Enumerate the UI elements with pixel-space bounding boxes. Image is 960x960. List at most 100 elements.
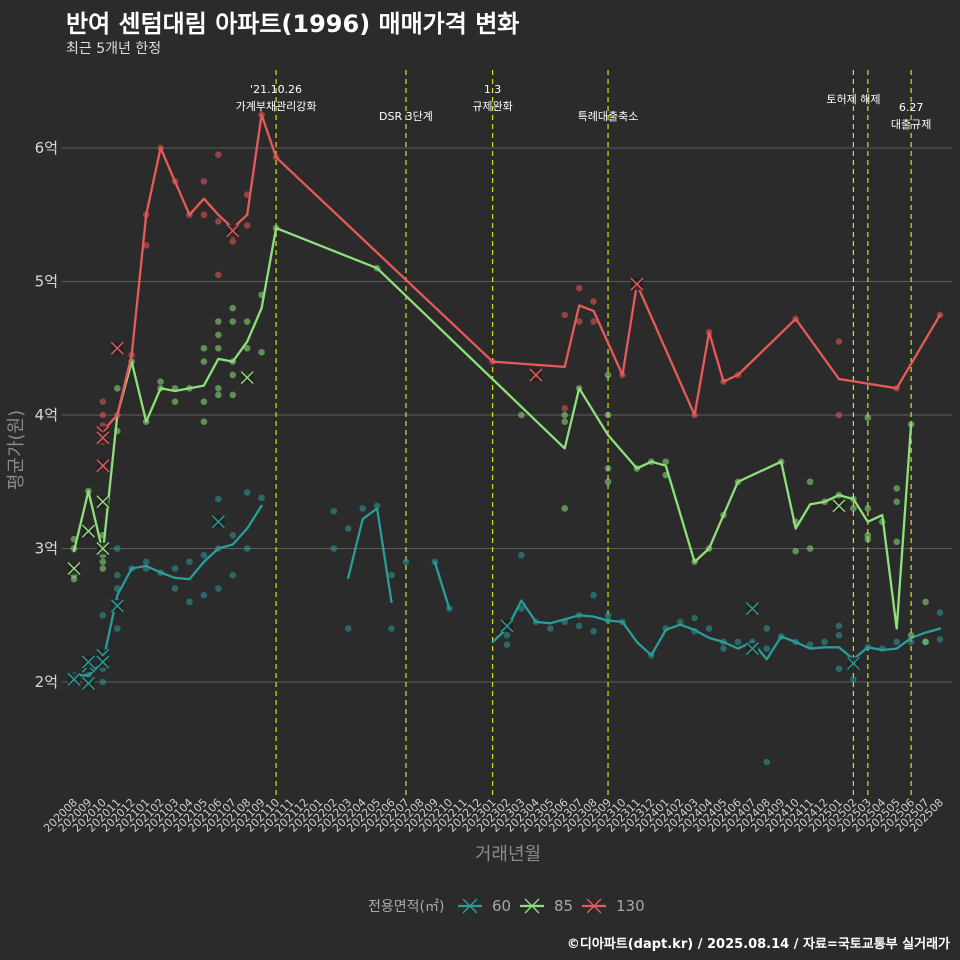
data-point (186, 558, 193, 566)
data-point (186, 598, 193, 606)
legend-label: 60 (492, 897, 511, 915)
event-label: 토허제 해제 (826, 92, 880, 106)
data-point (590, 591, 597, 599)
y-axis-label: 평균가(원) (6, 410, 27, 490)
cross-stroke (96, 542, 110, 555)
event-label: 1.3 (484, 83, 502, 96)
data-point (720, 645, 727, 652)
data-point (561, 311, 569, 319)
cross-stroke (846, 656, 860, 670)
chart-subtitle: 최근 5개년 한정 (66, 41, 162, 57)
data-point (171, 565, 179, 572)
cross-stroke (96, 431, 110, 445)
y-tick-label: 4억 (35, 406, 58, 424)
data-point (258, 348, 265, 356)
data-point (215, 385, 222, 392)
data-point (114, 545, 121, 552)
cross-stroke (67, 672, 81, 686)
data-point (229, 571, 237, 579)
data-point (936, 609, 944, 616)
series-60 (67, 489, 944, 766)
cross-marker (745, 642, 759, 656)
data-point (171, 585, 179, 592)
data-point (590, 318, 597, 325)
cross-stroke (81, 655, 95, 669)
data-point (835, 665, 843, 672)
event-label: 가계부채관리강화 (236, 100, 317, 113)
data-point (662, 458, 670, 466)
data-point (936, 635, 944, 643)
cross-marker (96, 459, 110, 473)
cross-marker (226, 224, 240, 238)
data-point (402, 558, 410, 566)
data-point (763, 645, 771, 652)
cross-stroke (586, 898, 602, 914)
legend-label: 130 (616, 897, 645, 915)
cross-stroke (462, 898, 478, 914)
data-point (850, 505, 857, 512)
cross-stroke (529, 368, 543, 382)
cross-stroke (81, 676, 95, 690)
data-point (243, 344, 251, 352)
data-point (229, 371, 237, 379)
chart-title: 반여 센텀대림 아파트(1996) 매매가격 변화 (66, 10, 520, 38)
cross-marker (524, 898, 540, 914)
data-point (229, 318, 237, 325)
data-point (258, 494, 265, 502)
event-label: 규제완화 (472, 100, 512, 113)
data-point (763, 625, 771, 632)
data-point (229, 531, 237, 539)
cross-marker (67, 672, 81, 686)
data-point (922, 638, 929, 646)
data-point (200, 418, 208, 425)
data-point (243, 318, 251, 325)
data-point (99, 611, 107, 619)
cross-marker (846, 656, 860, 670)
event-label: 6.27 (899, 101, 924, 114)
y-tick-label: 2억 (35, 673, 58, 691)
data-point (518, 411, 525, 419)
data-point (503, 631, 511, 639)
data-point (114, 571, 121, 579)
cross-stroke (226, 224, 240, 238)
legend: 전용면적(㎡) 60 85 130 (368, 897, 645, 915)
data-point (229, 391, 237, 399)
cross-stroke (81, 524, 95, 538)
legend-title: 전용면적(㎡) (368, 899, 444, 915)
data-point (114, 625, 121, 632)
data-point (893, 538, 900, 546)
y-tick-label: 6억 (35, 139, 58, 157)
data-point (229, 304, 237, 312)
data-point (200, 398, 208, 405)
data-point (806, 545, 814, 552)
data-point (864, 505, 872, 512)
data-point (561, 505, 569, 512)
data-point (518, 551, 525, 559)
cross-marker (96, 655, 110, 669)
x-axis-ticks: 2020082020092020102020112020122021012021… (41, 796, 946, 835)
data-point (604, 371, 612, 379)
cross-marker (96, 431, 110, 445)
series-line (72, 226, 913, 630)
data-point (547, 625, 554, 632)
series-85 (67, 224, 929, 646)
data-point (893, 485, 900, 492)
data-point (907, 631, 915, 639)
cross-marker (110, 341, 124, 355)
data-point (850, 676, 857, 683)
cross-stroke (745, 642, 759, 656)
series-130 (96, 111, 944, 473)
data-point (99, 678, 107, 686)
data-point (503, 641, 511, 648)
cross-stroke (240, 371, 254, 385)
series-line (433, 560, 451, 610)
data-point (835, 411, 843, 419)
data-point (893, 498, 900, 506)
data-point (561, 411, 569, 419)
data-point (157, 378, 164, 385)
series-line (347, 507, 393, 604)
data-point (215, 585, 222, 592)
cross-marker (832, 499, 846, 513)
data-point (561, 405, 569, 412)
